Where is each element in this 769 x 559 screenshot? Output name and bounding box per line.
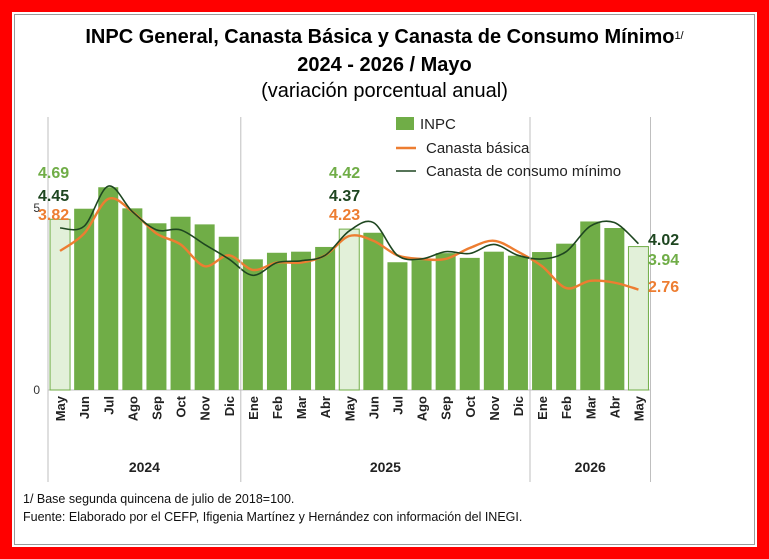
x-tick-label: Sep	[149, 396, 164, 420]
x-tick-label: Ago	[415, 396, 430, 421]
footnote-source: Fuente: Elaborado por el CEFP, Ifigenia …	[23, 510, 523, 524]
data-label: 3.82	[38, 207, 69, 224]
bar-inpc	[170, 216, 191, 390]
bar-inpc	[580, 221, 601, 390]
x-tick-label: Ene	[246, 396, 261, 420]
bar-inpc	[146, 223, 167, 390]
x-tick-label: Oct	[174, 395, 189, 417]
y-tick-label: 0	[33, 383, 40, 397]
bar-inpc	[122, 208, 143, 390]
x-tick-label: Dic	[222, 396, 237, 416]
bar-inpc	[242, 259, 263, 390]
x-tick-label: Oct	[463, 395, 478, 417]
x-tick-label: Sep	[439, 396, 454, 420]
x-tick-label: May	[53, 395, 68, 421]
x-tick-label: Jun	[366, 396, 381, 419]
footnote-base: 1/ Base segunda quincena de julio de 201…	[23, 492, 295, 506]
x-tick-label: Jun	[77, 396, 92, 419]
x-tick-label: Nov	[487, 395, 502, 420]
data-label: 3.94	[648, 252, 679, 269]
x-tick-label: Nov	[198, 395, 213, 420]
title-footnote-marker: 1/	[674, 30, 684, 42]
bar-inpc	[411, 260, 432, 390]
bar-inpc	[315, 246, 336, 390]
bar-inpc	[483, 251, 504, 390]
data-label: 4.37	[329, 188, 360, 205]
data-label: 2.76	[648, 279, 679, 296]
bar-inpc	[98, 187, 119, 390]
x-tick-label: Mar	[583, 396, 598, 419]
x-tick-label: May	[342, 395, 357, 421]
bar-inpc	[218, 236, 239, 390]
year-label: 2024	[129, 459, 160, 475]
legend-swatch-inpc	[396, 117, 414, 130]
x-tick-label: Abr	[607, 396, 622, 418]
bar-inpc	[291, 251, 312, 390]
bar-inpc	[532, 252, 553, 390]
x-tick-label: Ene	[535, 396, 550, 420]
year-label: 2026	[575, 459, 606, 475]
x-tick-label: Feb	[270, 396, 285, 419]
x-tick-label: Dic	[511, 396, 526, 416]
bar-inpc	[556, 243, 577, 390]
legend-label-canasta-basica: Canasta básica	[426, 140, 530, 157]
x-tick-label: Mar	[294, 396, 309, 419]
chart-subtitle-units: (variación porcentual anual)	[261, 80, 508, 102]
bar-inpc	[363, 232, 384, 390]
bar-inpc	[459, 257, 480, 390]
series-line-consumo-minimo	[59, 185, 639, 277]
x-tick-label: Jul	[101, 396, 116, 415]
data-label: 4.23	[329, 207, 360, 224]
bar-inpc	[627, 246, 649, 391]
x-tick-label: Jul	[390, 396, 405, 415]
y-tick-label: 5	[33, 201, 40, 215]
bar-inpc	[507, 255, 528, 390]
bar-inpc	[604, 228, 625, 390]
year-label: 2025	[370, 459, 401, 475]
x-tick-label: Feb	[559, 396, 574, 419]
data-label: 4.45	[38, 188, 69, 205]
chart-title: INPC General, Canasta Básica y Canasta d…	[85, 26, 684, 48]
x-tick-label: Abr	[318, 396, 333, 418]
bar-inpc	[266, 252, 287, 390]
bar-inpc	[387, 262, 408, 390]
chart-subtitle-period: 2024 - 2026 / Mayo	[297, 54, 472, 76]
data-label: 4.02	[648, 232, 679, 249]
x-tick-label: Ago	[125, 396, 140, 421]
legend-label-consumo-minimo: Canasta de consumo mínimo	[426, 163, 621, 180]
bar-inpc	[74, 208, 95, 390]
x-tick-label: May	[631, 395, 646, 421]
legend-label-inpc: INPC	[420, 116, 456, 133]
data-label: 4.69	[38, 165, 69, 182]
series-line-canasta-basica	[59, 196, 639, 291]
bar-inpc	[338, 228, 360, 391]
bar-inpc	[435, 253, 456, 390]
bar-inpc	[49, 218, 71, 391]
data-label: 4.42	[329, 165, 360, 182]
